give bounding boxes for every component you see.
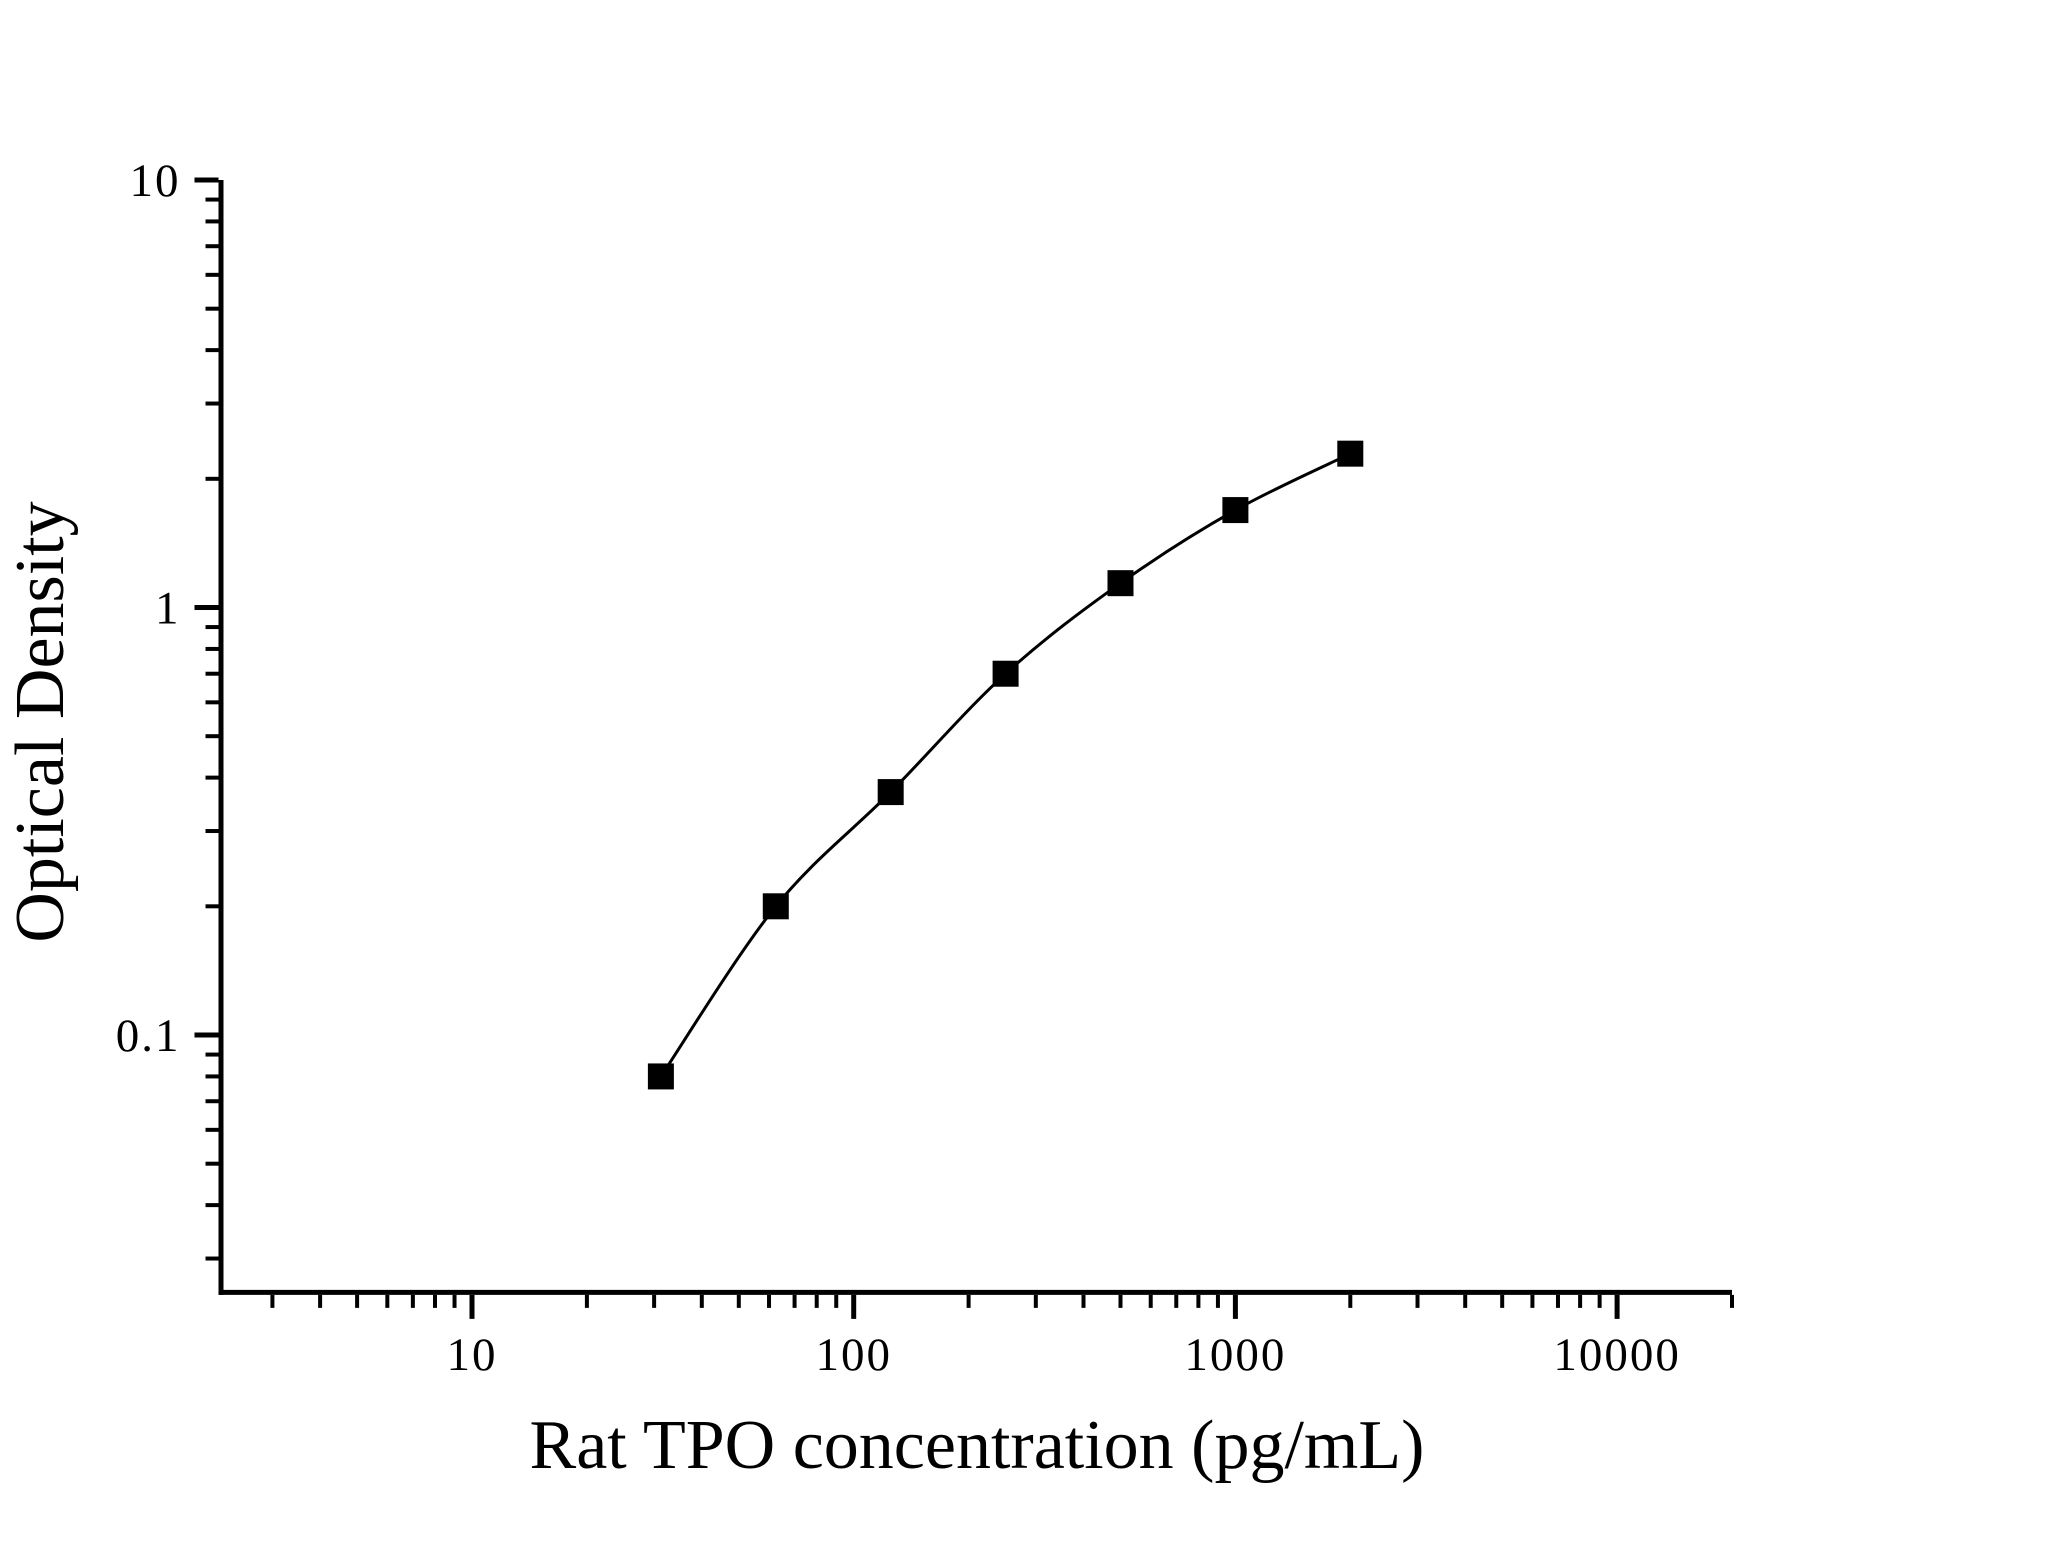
data-point-square (762, 893, 789, 920)
data-point-square (877, 779, 904, 806)
y-axis-tick-labels: 0.1 1 10 (116, 155, 181, 1062)
y-axis-minor-ticks (205, 197, 219, 1261)
x-tick-label: 10 (447, 1329, 498, 1381)
fitted-curve-path (659, 452, 1351, 1078)
data-point-square (992, 660, 1019, 687)
data-point-square (647, 1063, 674, 1090)
data-point-square (1107, 570, 1134, 597)
x-axis-minor-ticks (270, 1294, 1735, 1308)
y-tick-label: 0.1 (116, 1010, 181, 1062)
y-tick-label: 10 (130, 155, 181, 207)
standard-curve-line (659, 452, 1351, 1078)
y-tick-label: 1 (155, 583, 181, 635)
x-axis-title: Rat TPO concentration (pg/mL) (530, 1407, 1425, 1484)
y-axis-title: Optical Density (2, 501, 79, 942)
y-axis-major-ticks (194, 177, 219, 1038)
x-tick-label: 1000 (1184, 1329, 1286, 1381)
data-point-square (1222, 497, 1249, 524)
x-tick-label: 10000 (1553, 1329, 1681, 1381)
x-tick-label: 100 (815, 1329, 892, 1381)
x-axis-tick-labels: 10 100 1000 10000 (447, 1329, 1681, 1381)
axes (218, 180, 1733, 1295)
data-point-square (1337, 440, 1364, 467)
data-point-markers (647, 440, 1364, 1090)
x-axis-major-ticks (469, 1294, 1620, 1319)
